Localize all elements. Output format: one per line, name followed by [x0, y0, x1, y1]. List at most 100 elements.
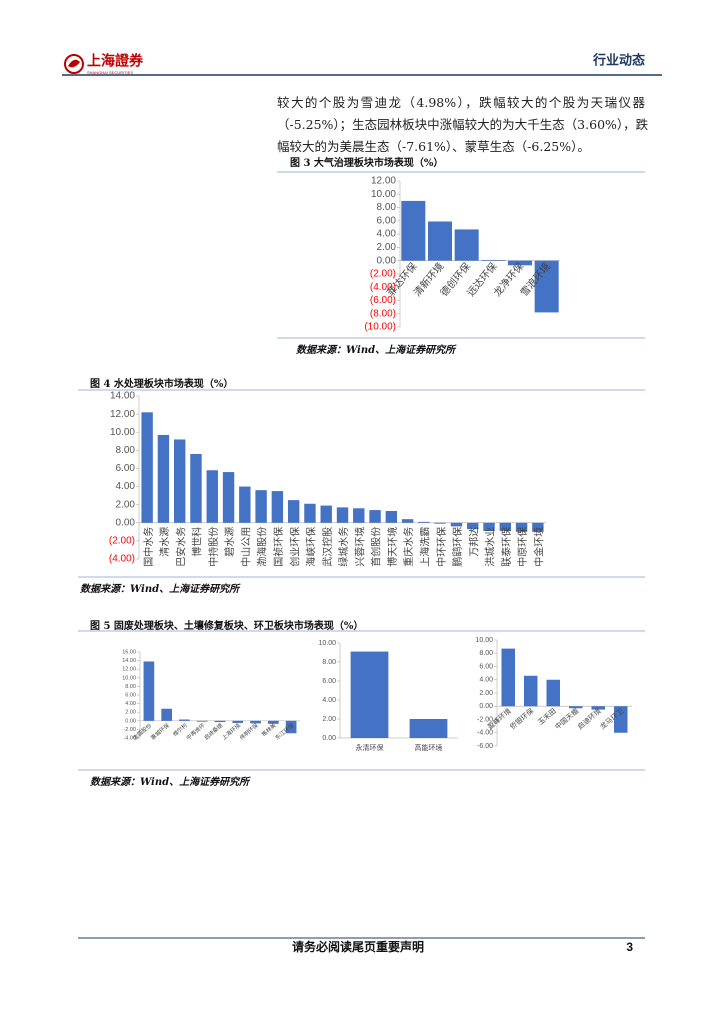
- y-tick-label: 12.00: [110, 409, 135, 420]
- bar: [515, 522, 528, 532]
- y-tick-label: (2.00): [109, 536, 135, 547]
- bar: [174, 439, 186, 523]
- x-tick-label: 中国天楹: [553, 706, 580, 731]
- bar: [401, 519, 414, 523]
- y-tick-label: 0.00: [116, 517, 136, 528]
- bar: [141, 412, 153, 523]
- y-tick-label: 2.00: [377, 242, 397, 253]
- x-tick-label: 武汉控股: [321, 527, 334, 567]
- bar: [428, 221, 452, 261]
- bar: [268, 720, 279, 724]
- x-tick-label: 玉禾田: [536, 707, 557, 727]
- x-tick-label: 鹏鹞环保: [451, 527, 464, 567]
- bar: [255, 490, 267, 523]
- x-tick-label: 中环环保: [435, 527, 448, 567]
- x-tick-label: 中再资环: [184, 721, 206, 742]
- x-tick-label: 万邦达: [467, 527, 480, 557]
- y-tick-label: 0.00: [125, 718, 136, 724]
- y-tick-label: 0.00: [322, 735, 336, 742]
- bar: [190, 453, 202, 523]
- bar: [409, 719, 448, 738]
- y-tick-label: 8.00: [479, 650, 493, 657]
- bar: [569, 706, 583, 709]
- bar: [450, 522, 463, 527]
- y-tick-label: 6.00: [377, 215, 397, 226]
- x-tick-label: 博世科: [191, 527, 204, 557]
- bar: [353, 508, 365, 523]
- bar: [287, 500, 300, 523]
- y-tick-label: (6.00): [370, 295, 396, 306]
- y-tick-label: -6.00: [477, 743, 493, 750]
- y-tick-label: (8.00): [370, 308, 396, 319]
- x-tick-label: 国中水务: [142, 527, 155, 567]
- y-tick-label: 4.00: [322, 697, 336, 704]
- x-tick-label: 上海洗霸: [419, 527, 432, 567]
- y-tick-label: 12.00: [122, 667, 136, 673]
- footer-notice: 请务必阅读尾页重要声明: [292, 939, 424, 954]
- x-tick-label: 联泰环保: [500, 527, 513, 567]
- bar: [591, 706, 605, 710]
- figure-source: 数据来源：Wind、上海证券研究所: [80, 584, 240, 595]
- bar: [143, 661, 155, 721]
- y-tick-label: 2.00: [322, 716, 336, 723]
- y-tick-label: -4.00: [123, 735, 136, 741]
- bar: [401, 200, 426, 261]
- x-tick-label: 中持股份: [207, 527, 220, 567]
- figure-source: 数据来源：Wind、上海证券研究所: [90, 777, 250, 788]
- y-tick-label: -2.00: [123, 727, 136, 733]
- x-tick-label: 清水源: [158, 527, 171, 557]
- y-tick-label: 16.00: [122, 649, 136, 655]
- bar: [161, 708, 172, 721]
- x-tick-label: 高能环境: [415, 743, 443, 752]
- logo-sub: SHANGHAI SECURITIES: [87, 70, 133, 75]
- y-tick-label: 6.00: [125, 692, 136, 698]
- bar: [222, 472, 235, 523]
- y-tick-label: 0.00: [377, 255, 397, 266]
- y-tick-label: 10.00: [110, 427, 135, 438]
- x-tick-label: 启迪环境: [575, 706, 602, 731]
- x-tick-label: 中金环境: [533, 527, 546, 567]
- y-tick-label: -2.00: [477, 716, 493, 723]
- y-tick-label: 2.00: [125, 710, 136, 716]
- figure-title: 图 5 固废处理板块、土壤修复板块、环卫板块市场表现（%）: [90, 621, 364, 632]
- x-tick-label: 博天环境: [386, 527, 399, 567]
- y-tick-label: 4.00: [479, 677, 493, 684]
- y-tick-label: 14.00: [122, 658, 136, 664]
- y-tick-label: 10.00: [475, 637, 493, 644]
- x-tick-label: 创业环保: [288, 527, 301, 567]
- x-tick-label: 惠城环保: [149, 721, 171, 742]
- y-tick-label: 10.00: [122, 675, 136, 681]
- x-tick-label: 巴安水务: [174, 527, 187, 567]
- logo-icon: [68, 59, 80, 68]
- page-number: 3: [626, 940, 633, 954]
- bar: [508, 260, 532, 266]
- bar: [369, 510, 381, 523]
- y-tick-label: 0.00: [479, 703, 493, 710]
- bar: [320, 505, 332, 523]
- y-tick-label: (10.00): [364, 322, 396, 333]
- y-tick-label: (2.00): [370, 269, 396, 280]
- y-tick-label: 4.00: [377, 229, 397, 240]
- x-tick-label: 上海环境: [220, 721, 242, 742]
- x-tick-label: 兴蓉环境: [353, 527, 366, 567]
- y-tick-label: 6.00: [322, 678, 336, 685]
- body-text: 幅较大的为美晨生态（-7.61%）、蒙草生态（-6.25%）。: [277, 139, 590, 154]
- x-tick-label: 重庆水务: [402, 527, 415, 567]
- bar: [350, 651, 389, 738]
- bar: [336, 507, 349, 523]
- y-tick-label: 4.00: [116, 481, 136, 492]
- y-tick-label: 2.00: [479, 690, 493, 697]
- y-tick-label: 8.00: [322, 659, 336, 666]
- bar: [271, 491, 284, 523]
- y-tick-label: 8.00: [116, 445, 136, 456]
- y-tick-label: 8.00: [125, 684, 136, 690]
- x-tick-label: 国祯环保: [272, 527, 285, 567]
- bar: [614, 706, 628, 733]
- x-tick-label: 碧水源: [223, 527, 236, 557]
- bar: [232, 720, 244, 723]
- bar: [546, 679, 560, 707]
- bar: [285, 720, 297, 734]
- y-tick-label: 10.00: [371, 189, 396, 200]
